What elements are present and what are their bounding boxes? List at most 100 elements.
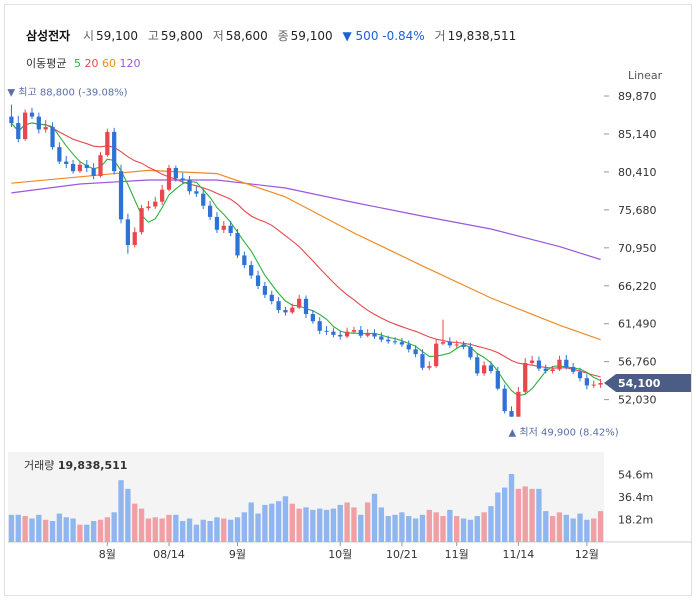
- x-tick-label: 10월: [328, 548, 352, 561]
- candle-body: [392, 341, 398, 343]
- ma20-line: [10, 122, 601, 378]
- candle-body: [269, 294, 274, 302]
- candle-body: [557, 359, 562, 370]
- volume-bar: [549, 516, 556, 542]
- volume-bar: [392, 514, 398, 542]
- max-price-annotation: ▼ 최고 88,800 (-39.08%): [7, 87, 127, 99]
- candle-body: [591, 384, 596, 386]
- candle-body: [112, 131, 117, 172]
- x-tick-label: 12월: [575, 548, 599, 561]
- candle-body: [598, 383, 603, 385]
- candle-body: [365, 333, 370, 336]
- volume-bar: [364, 502, 371, 542]
- candle-body: [166, 167, 172, 190]
- ma-20-label[interactable]: 20: [84, 57, 99, 70]
- candle-body: [180, 178, 185, 181]
- candle-body: [399, 342, 405, 345]
- low-label: 저: [212, 29, 224, 43]
- volume-bar: [406, 516, 412, 542]
- volume-bar: [56, 513, 63, 542]
- x-tick-label: 08/14: [153, 548, 185, 561]
- price-tick-label: 89,870: [618, 90, 657, 103]
- candle-body: [351, 330, 357, 332]
- volume-bar: [84, 524, 90, 542]
- volume-bar: [460, 518, 467, 542]
- x-tick-label: 8월: [99, 548, 116, 561]
- volume-bar: [104, 517, 111, 542]
- volume-bar: [474, 516, 480, 542]
- candle-body: [420, 354, 425, 368]
- high-value: 59,800: [160, 29, 203, 43]
- candle-body: [495, 370, 500, 389]
- scale-mode-button[interactable]: Linear: [628, 69, 663, 82]
- volume-title-label: 거래량: [24, 459, 58, 472]
- volume-tick-label: 18.2m: [618, 514, 653, 527]
- candle-body: [536, 360, 542, 369]
- candle-body: [317, 321, 322, 331]
- candle-body: [434, 343, 439, 367]
- candle-body: [255, 275, 261, 286]
- ma-legend-label: 이동평균: [26, 57, 67, 70]
- ma-120-label[interactable]: 120: [119, 57, 141, 70]
- volume-bar: [481, 512, 487, 542]
- volume-tick-label: 36.4m: [618, 491, 653, 504]
- price-tick-label: 56,760: [618, 356, 657, 369]
- price-tick-label: 52,030: [618, 394, 657, 407]
- volume-bar: [570, 518, 576, 542]
- candle-body: [194, 191, 199, 194]
- volume-bar: [371, 493, 378, 542]
- volume-bar: [426, 509, 432, 542]
- candle-body: [571, 366, 576, 372]
- volume-bar: [70, 518, 76, 542]
- volume-bar: [351, 507, 357, 542]
- candle-body: [77, 164, 83, 172]
- candle-body: [344, 331, 350, 337]
- candle-body: [187, 180, 192, 192]
- volume-bar: [36, 514, 42, 542]
- candle-body: [331, 331, 336, 335]
- chart-frame: [4, 4, 692, 596]
- candle-body: [29, 112, 35, 117]
- volume-bar: [289, 503, 295, 542]
- ma120-line: [11, 179, 601, 261]
- candle-body: [509, 411, 514, 417]
- candle-body: [125, 219, 131, 246]
- candle-body: [502, 388, 507, 412]
- volume-bar: [323, 509, 330, 542]
- price-tick-label: 75,680: [618, 204, 657, 217]
- open-label: 시: [83, 29, 95, 43]
- volume-bar: [207, 520, 213, 542]
- candle-body: [516, 391, 521, 417]
- ma-5-label[interactable]: 5: [73, 57, 81, 70]
- candle-body: [160, 189, 165, 202]
- volume-bar: [180, 520, 186, 542]
- candle-body: [43, 127, 48, 130]
- ma-legend: 이동평균 5 20 60 120: [26, 55, 140, 71]
- candle-body: [379, 336, 384, 340]
- candle-body: [543, 368, 548, 371]
- volume-bar: [536, 488, 542, 542]
- volume-bar: [77, 524, 83, 542]
- x-tick-label: 11월: [445, 548, 469, 561]
- volume-bar: [358, 514, 364, 542]
- volume-bar: [132, 503, 138, 542]
- volume-header-label: 거: [434, 29, 446, 43]
- candle-body: [64, 161, 69, 164]
- x-tick-label: 10/21: [386, 548, 418, 561]
- volume-bar: [49, 520, 56, 542]
- candle-body: [9, 116, 14, 124]
- volume-bar: [399, 512, 405, 542]
- quote-header: 삼성전자 시 59,100 고 59,800 저 58,600 종 59,100 ▼ 5…: [26, 27, 522, 44]
- x-tick-label: 11/14: [503, 548, 535, 561]
- candle-body: [324, 330, 329, 332]
- candle-body: [564, 359, 569, 367]
- price-tick-label: 66,220: [618, 280, 657, 293]
- volume-bar: [419, 514, 426, 542]
- volume-bar: [440, 516, 446, 542]
- candle-body: [488, 365, 494, 371]
- ma-60-label[interactable]: 60: [101, 57, 116, 70]
- volume-bar: [515, 488, 522, 542]
- candle-body: [16, 123, 21, 140]
- volume-bar: [125, 488, 131, 542]
